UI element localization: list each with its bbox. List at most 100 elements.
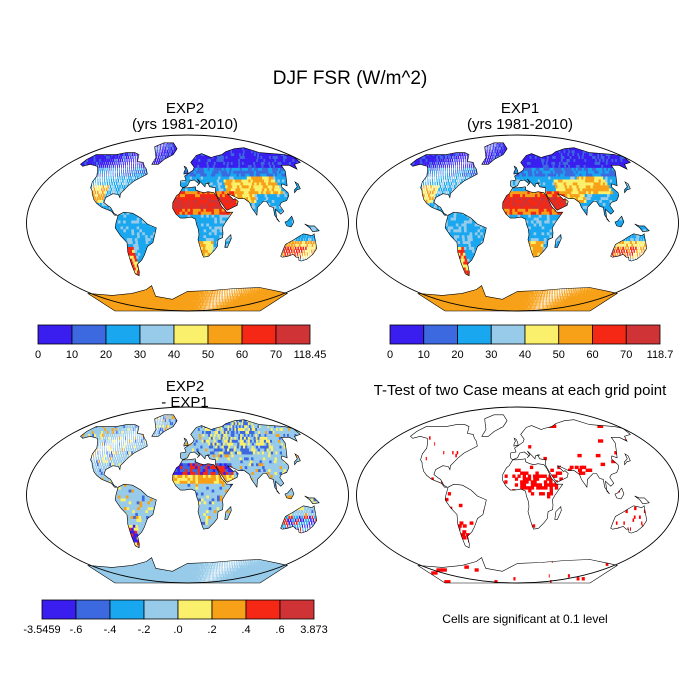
- grid-cell: [206, 228, 210, 233]
- grid-cell: [224, 234, 228, 239]
- grid-cell: [46, 188, 47, 191]
- grid-cell: [58, 191, 59, 194]
- grid-cell: [198, 299, 200, 303]
- grid-cell: [230, 258, 233, 262]
- grid-cell: [176, 299, 180, 303]
- grid-cell: [47, 211, 50, 214]
- grid-cell: [322, 226, 325, 229]
- grid-cell: [228, 243, 232, 247]
- grid-cell: [241, 293, 243, 297]
- grid-cell: [231, 275, 233, 280]
- grid-cell: [37, 208, 39, 211]
- grid-cell: [268, 255, 270, 259]
- grid-cell: [293, 261, 294, 265]
- grid-cell: [257, 293, 260, 297]
- grid-cell: [319, 252, 320, 255]
- grid-cell: [182, 252, 186, 256]
- grid-cell: [44, 211, 47, 214]
- grid-cell: [314, 261, 316, 265]
- grid-cell: [224, 290, 225, 294]
- grid-cell: [231, 269, 233, 274]
- grid-cell: [273, 240, 276, 244]
- grid-cell: [59, 208, 61, 211]
- grid-cell: [174, 205, 178, 209]
- grid-cell: [262, 202, 267, 206]
- grid-cell: [321, 217, 325, 220]
- grid-cell: [226, 296, 228, 300]
- grid-cell: [234, 255, 237, 259]
- grid-cell: [108, 252, 113, 256]
- grid-cell: [78, 205, 80, 208]
- grid-cell: [213, 278, 216, 283]
- grid-cell: [232, 237, 236, 242]
- grid-cell: [226, 243, 229, 247]
- grid-cell: [287, 272, 289, 277]
- grid-cell: [233, 223, 237, 227]
- grid-cell: [146, 264, 150, 268]
- grid-cell: [158, 208, 162, 212]
- grid-cell: [300, 278, 303, 283]
- grid-cell: [173, 264, 177, 268]
- grid-cell: [255, 296, 258, 300]
- grid-cell: [85, 220, 89, 224]
- grid-cell: [245, 234, 249, 239]
- grid-cell: [326, 200, 331, 203]
- grid-cell: [43, 244, 48, 247]
- grid-cell: [94, 249, 99, 253]
- grid-cell: [208, 202, 212, 206]
- grid-cell: [42, 211, 45, 214]
- grid-cell: [244, 269, 246, 274]
- grid-cell: [67, 241, 71, 244]
- grid-cell: [251, 190, 256, 195]
- grid-cell: [101, 269, 107, 274]
- grid-cell: [302, 240, 305, 244]
- grid-cell: [190, 296, 193, 300]
- grid-cell: [67, 223, 70, 226]
- grid-cell: [179, 308, 183, 311]
- grid-cell: [201, 308, 203, 311]
- grid-cell: [251, 281, 253, 286]
- grid-cell: [75, 229, 79, 232]
- grid-cell: [239, 240, 243, 244]
- grid-cell: [327, 217, 331, 220]
- grid-cell: [169, 199, 173, 203]
- grid-cell: [54, 241, 59, 244]
- grid-cell: [216, 255, 220, 259]
- grid-cell: [121, 281, 127, 286]
- grid-cell: [208, 284, 210, 288]
- grid-cell: [96, 187, 98, 192]
- grid-cell: [161, 199, 165, 203]
- grid-cell: [58, 188, 59, 191]
- grid-cell: [182, 243, 186, 247]
- grid-cell: [197, 305, 199, 309]
- grid-cell: [154, 275, 158, 280]
- grid-cell: [172, 272, 176, 277]
- grid-cell: [153, 278, 157, 283]
- grid-cell: [201, 267, 204, 271]
- grid-cell: [236, 243, 240, 247]
- grid-cell: [194, 302, 197, 306]
- grid-cell: [173, 275, 177, 280]
- grid-cell: [256, 255, 258, 259]
- grid-cell: [268, 190, 273, 195]
- grid-cell: [153, 258, 158, 262]
- grid-cell: [203, 211, 207, 215]
- grid-cell: [218, 290, 220, 294]
- grid-cell: [84, 196, 86, 200]
- grid-cell: [276, 225, 280, 230]
- grid-cell: [233, 258, 236, 262]
- grid-cell: [315, 214, 320, 218]
- grid-cell: [187, 234, 191, 239]
- grid-cell: [38, 194, 39, 197]
- grid-cell: [151, 187, 154, 192]
- grid-cell: [282, 193, 287, 198]
- grid-cell: [115, 225, 119, 230]
- grid-cell: [332, 208, 336, 211]
- grid-cell: [255, 240, 258, 244]
- grid-cell: [139, 223, 143, 227]
- grid-cell: [195, 275, 199, 280]
- grid-cell: [228, 296, 230, 300]
- grid-cell: [296, 211, 300, 215]
- grid-cell: [266, 296, 270, 300]
- grid-cell: [60, 261, 66, 264]
